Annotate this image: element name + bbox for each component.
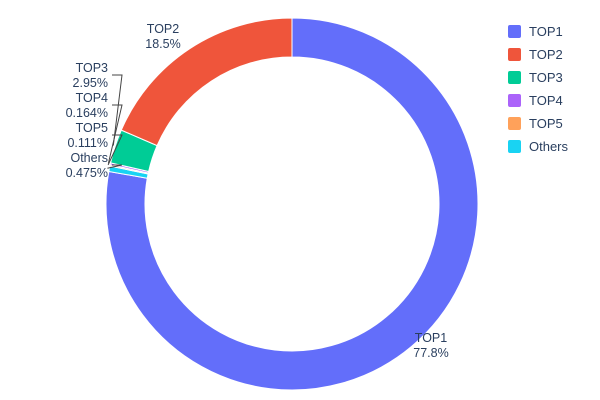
legend-item-TOP4[interactable]: TOP4 xyxy=(508,89,568,112)
legend-item-TOP3[interactable]: TOP3 xyxy=(508,66,568,89)
slice-label-name-TOP1: TOP1 xyxy=(415,331,447,345)
legend-label-TOP4: TOP4 xyxy=(529,93,563,108)
leader-line-TOP4 xyxy=(107,104,123,164)
legend-label-Others: Others xyxy=(529,139,569,154)
slice-label-percent-TOP3: 2.95% xyxy=(73,76,108,90)
leader-line-Others xyxy=(107,164,123,169)
slice-label-percent-TOP2: 18.5% xyxy=(145,37,180,51)
slice-TOP1[interactable] xyxy=(105,17,479,391)
slice-label-percent-TOP1: 77.8% xyxy=(413,346,448,360)
legend-swatch-TOP5 xyxy=(508,117,521,130)
legend-item-Others[interactable]: Others xyxy=(508,135,568,158)
slice-label-percent-Others: 0.475% xyxy=(66,166,108,180)
slice-label-name-TOP5: TOP5 xyxy=(76,121,108,135)
slice-label-name-TOP3: TOP3 xyxy=(76,61,108,75)
legend-item-TOP5[interactable]: TOP5 xyxy=(508,112,568,135)
slice-label-percent-TOP4: 0.164% xyxy=(66,106,108,120)
legend-label-TOP1: TOP1 xyxy=(529,24,563,39)
slice-label-name-TOP4: TOP4 xyxy=(76,91,108,105)
legend-item-TOP1[interactable]: TOP1 xyxy=(508,20,568,43)
leader-line-TOP3 xyxy=(112,74,123,146)
slice-label-percent-TOP5: 0.111% xyxy=(67,136,108,150)
label-leader-lines xyxy=(107,74,123,169)
legend-swatch-TOP3 xyxy=(508,71,521,84)
slice-label-name-TOP2: TOP2 xyxy=(147,22,179,36)
legend-item-TOP2[interactable]: TOP2 xyxy=(508,43,568,66)
leader-line-TOP5 xyxy=(107,134,123,166)
legend-swatch-Others xyxy=(508,140,521,153)
legend-swatch-TOP4 xyxy=(508,94,521,107)
legend-label-TOP5: TOP5 xyxy=(529,116,563,131)
legend-swatch-TOP1 xyxy=(508,25,521,38)
legend-label-TOP3: TOP3 xyxy=(529,70,563,85)
legend-swatch-TOP2 xyxy=(508,48,521,61)
slice-label-name-Others: Others xyxy=(70,151,108,165)
legend: TOP1 TOP2 TOP3 TOP4 TOP5 Others xyxy=(508,20,568,158)
slice-TOP2[interactable] xyxy=(120,17,293,147)
legend-label-TOP2: TOP2 xyxy=(529,47,563,62)
